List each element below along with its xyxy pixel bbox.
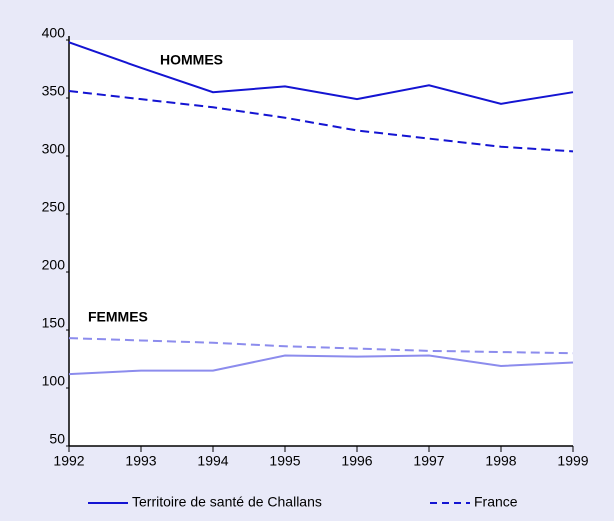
annotation: HOMMES — [160, 52, 223, 68]
y-tick-label: 250 — [42, 199, 66, 215]
annotation: FEMMES — [88, 309, 148, 325]
series-line — [68, 41, 574, 105]
plot-area — [69, 40, 573, 446]
x-tick-label: 1992 — [53, 453, 84, 469]
legend-label: France — [474, 494, 518, 510]
y-tick-label: 150 — [42, 315, 66, 331]
x-tick-label: 1998 — [485, 453, 516, 469]
x-tick-label: 1997 — [413, 453, 444, 469]
legend-label: Territoire de santé de Challans — [132, 494, 322, 510]
y-tick-label: 350 — [42, 83, 66, 99]
x-tick-label: 1993 — [125, 453, 156, 469]
y-tick-label: 400 — [42, 25, 66, 41]
y-tick-label: 200 — [42, 257, 66, 273]
x-tick-label: 1994 — [197, 453, 228, 469]
y-tick-label: 100 — [42, 373, 66, 389]
y-tick-label: 50 — [49, 431, 65, 447]
series-line — [68, 354, 574, 376]
x-tick-label: 1995 — [269, 453, 300, 469]
series-line — [68, 337, 574, 355]
series-line — [68, 90, 574, 153]
x-tick-label: 1996 — [341, 453, 372, 469]
y-tick-label: 300 — [42, 141, 66, 157]
x-tick-label: 1999 — [557, 453, 588, 469]
